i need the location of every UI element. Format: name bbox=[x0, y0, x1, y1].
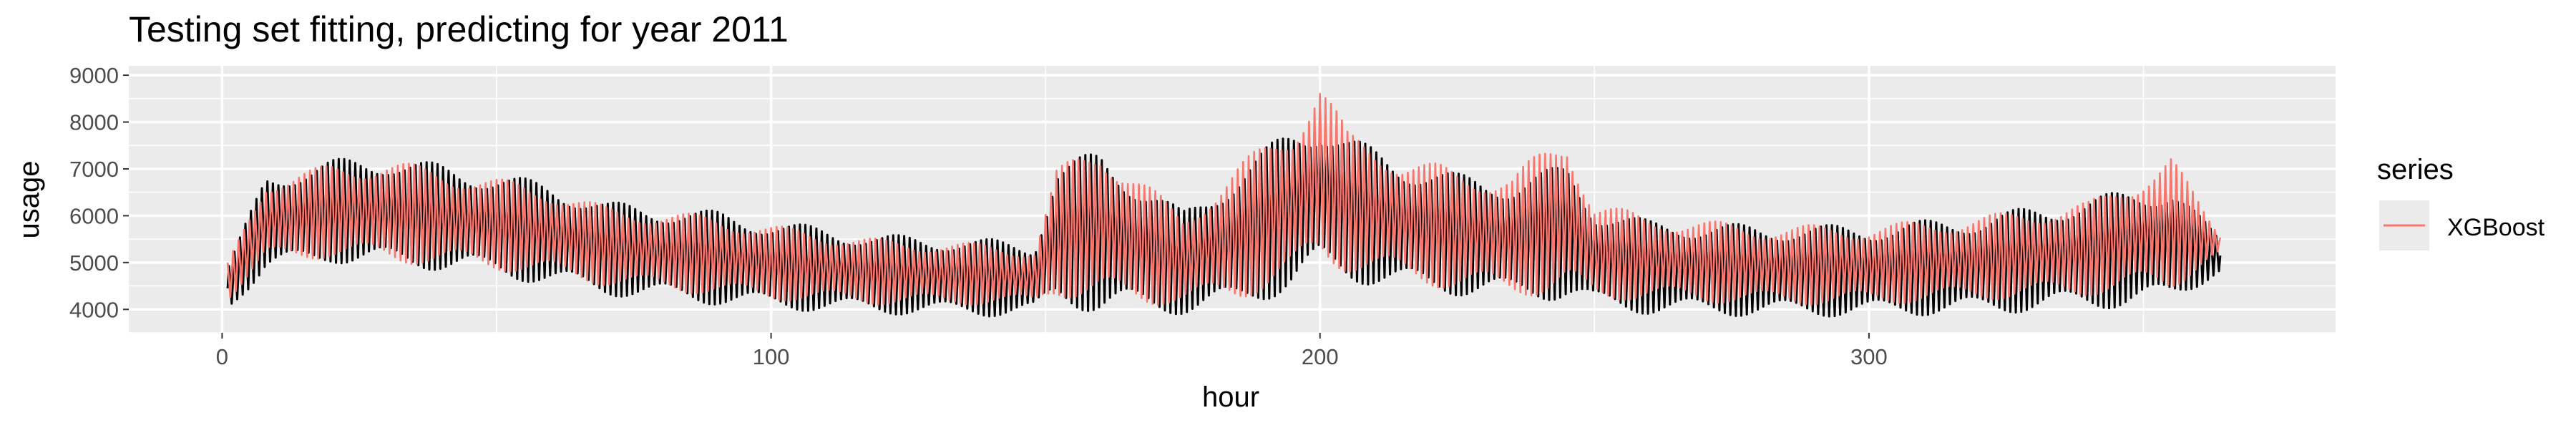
x-tick-label: 300 bbox=[1850, 344, 1888, 369]
y-tick-label: 5000 bbox=[69, 250, 119, 276]
y-axis: 4000 5000 6000 7000 8000 9000 bbox=[69, 63, 129, 322]
x-tick-label: 0 bbox=[216, 344, 228, 369]
series-layer bbox=[226, 92, 2222, 318]
y-axis-label: usage bbox=[14, 161, 45, 239]
chart-title: Testing set fitting, predicting for year… bbox=[129, 9, 789, 49]
y-tick-label: 7000 bbox=[69, 157, 119, 182]
legend: series XGBoost bbox=[2377, 154, 2545, 250]
x-axis: 0 100 200 300 bbox=[216, 333, 1888, 369]
y-tick-label: 9000 bbox=[69, 63, 119, 88]
series-line-xgboost bbox=[226, 92, 2222, 306]
y-tick-label: 4000 bbox=[69, 297, 119, 322]
y-tick-label: 6000 bbox=[69, 203, 119, 228]
x-tick-label: 200 bbox=[1302, 344, 1339, 369]
series-line-observed bbox=[226, 137, 2222, 318]
y-tick-label: 8000 bbox=[69, 110, 119, 135]
x-axis-label: hour bbox=[1202, 381, 1259, 413]
legend-title: series bbox=[2377, 154, 2454, 185]
x-tick-label: 100 bbox=[753, 344, 790, 369]
legend-label-xgboost: XGBoost bbox=[2447, 214, 2545, 241]
